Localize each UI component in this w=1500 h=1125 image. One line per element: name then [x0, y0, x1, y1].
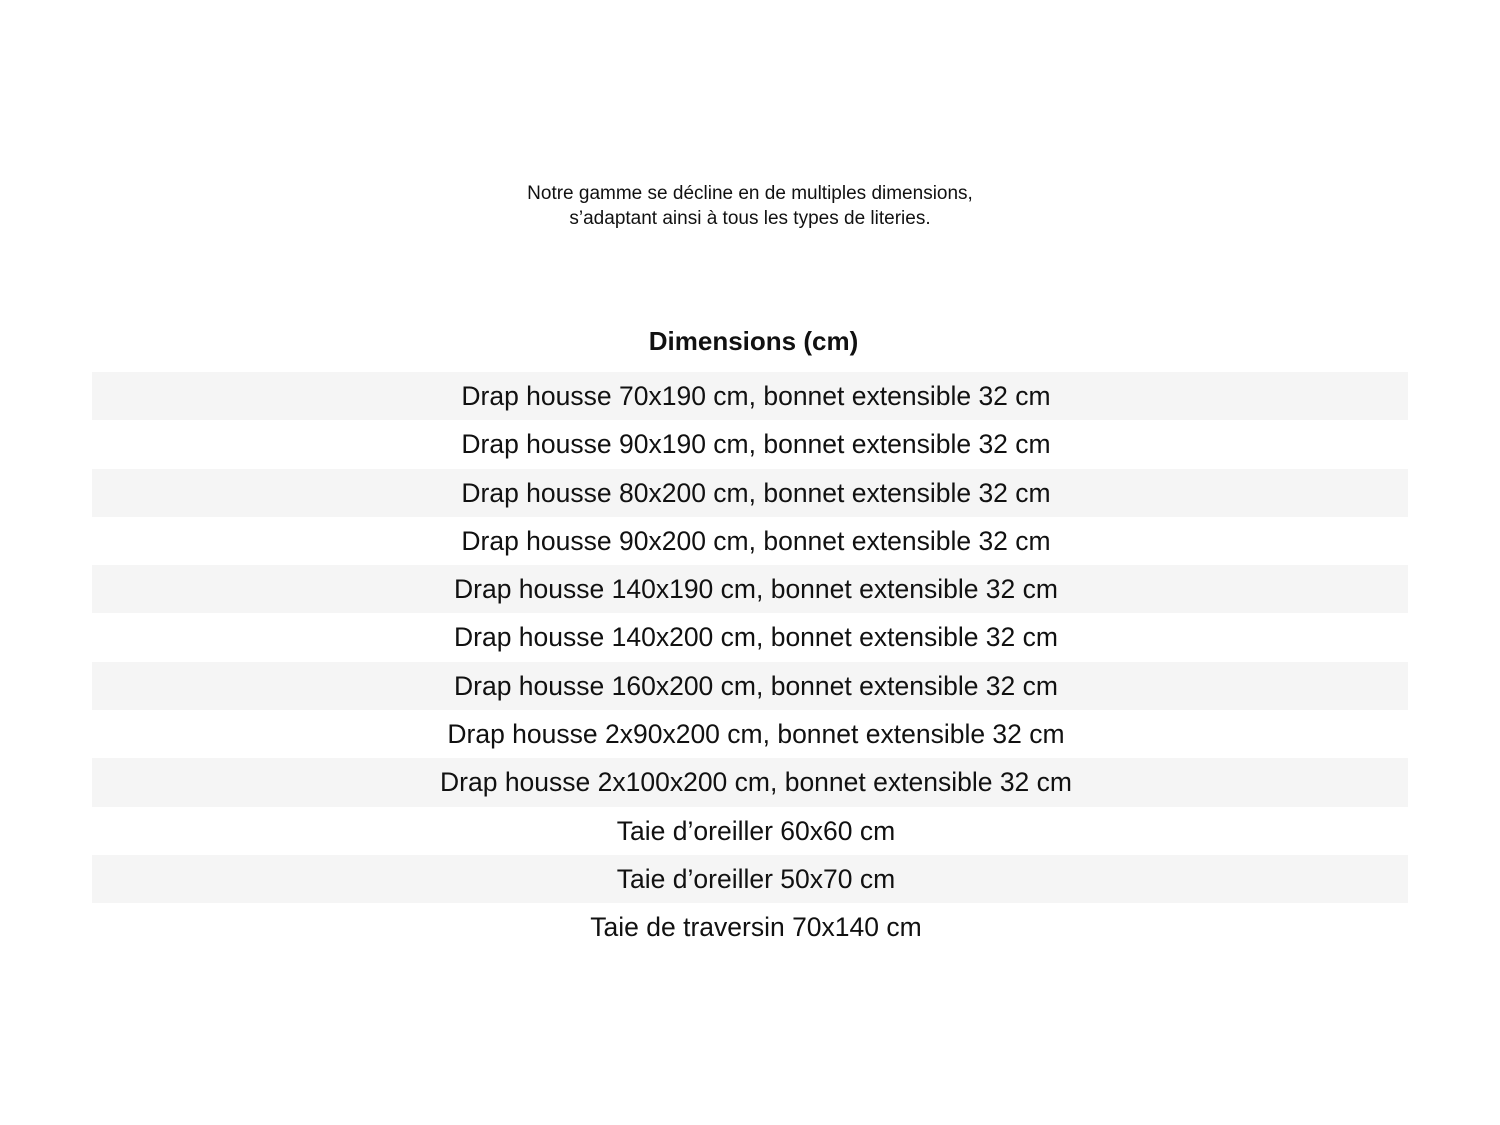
table-row: Drap housse 2x100x200 cm, bonnet extensi… [92, 758, 1408, 807]
table-header: Dimensions (cm) [648, 326, 859, 356]
table-row: Drap housse 140x190 cm, bonnet extensibl… [92, 565, 1408, 614]
table-row: Drap housse 140x200 cm, bonnet extensibl… [454, 622, 1058, 653]
intro-line-1: Notre gamme se décline en de multiples d… [527, 183, 973, 204]
table-row: Taie de traversin 70x140 cm [590, 912, 922, 943]
table-row: Drap housse 90x200 cm, bonnet extensible… [461, 525, 1051, 556]
table-row: Drap housse 2x90x200 cm, bonnet extensib… [447, 719, 1065, 750]
table-row: Drap housse 160x200 cm, bonnet extensibl… [92, 661, 1408, 711]
table-row: Drap housse 80x200 cm, bonnet extensible… [92, 468, 1408, 517]
intro-text: Notre gamme se décline en de multiples d… [0, 181, 1500, 231]
table-row: Drap housse 90x190 cm, bonnet extensible… [461, 429, 1051, 460]
intro-line-2: s’adaptant ainsi à tous les types de lit… [569, 208, 931, 229]
table-row: Taie d’oreiller 50x70 cm [92, 854, 1408, 904]
table-row: Drap housse 70x190 cm, bonnet extensible… [92, 372, 1408, 421]
table-row: Taie d’oreiller 60x60 cm [616, 815, 896, 846]
dimensions-table: Drap housse 70x190 cm, bonnet extensible… [92, 372, 1408, 952]
